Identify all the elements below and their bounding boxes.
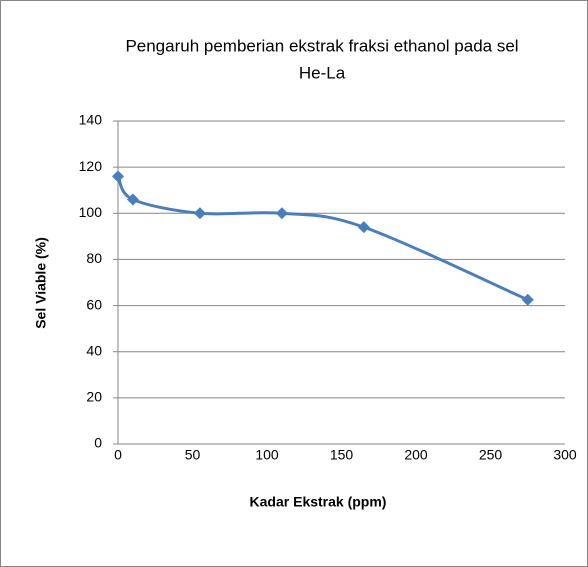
data-point bbox=[357, 221, 370, 234]
x-tick-label: 250 bbox=[479, 447, 503, 463]
x-tick-label: 300 bbox=[553, 447, 577, 463]
x-tick-label: 50 bbox=[185, 447, 201, 463]
x-tick-label: 0 bbox=[114, 447, 122, 463]
x-tick-label: 150 bbox=[330, 447, 354, 463]
x-tick-label: 100 bbox=[255, 447, 279, 463]
chart-title: Pengaruh pemberian ekstrak fraksi ethano… bbox=[125, 36, 518, 55]
data-point bbox=[275, 207, 288, 220]
data-point bbox=[193, 207, 206, 220]
x-axis-label: Kadar Ekstrak (ppm) bbox=[250, 494, 387, 510]
y-tick-label: 20 bbox=[86, 389, 102, 405]
x-tick-label: 200 bbox=[404, 447, 428, 463]
y-tick-label: 80 bbox=[86, 250, 102, 266]
y-tick-label: 120 bbox=[79, 158, 103, 174]
data-point bbox=[126, 193, 139, 206]
y-tick-label: 60 bbox=[86, 296, 102, 312]
data-point bbox=[112, 170, 124, 183]
y-tick-label: 140 bbox=[79, 112, 103, 128]
y-tick-label: 100 bbox=[79, 204, 103, 220]
y-tick-label: 0 bbox=[94, 435, 102, 451]
chart-title: He-La bbox=[299, 63, 346, 82]
y-tick-label: 40 bbox=[86, 342, 102, 358]
y-axis-label: Sel Viable (%) bbox=[33, 237, 49, 329]
data-point bbox=[521, 293, 534, 306]
